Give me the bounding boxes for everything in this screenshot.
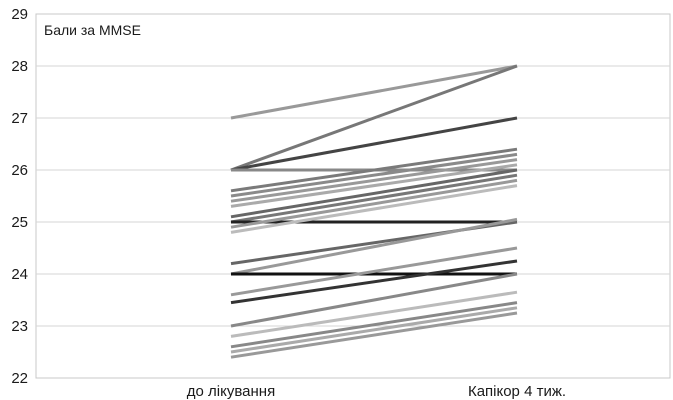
series-line-19: [230, 272, 518, 328]
series-line-13: [230, 184, 518, 234]
y-tick-label: 24: [11, 266, 28, 283]
y-tick-labels: 22 23 24 25 26 27 28 29: [11, 6, 28, 387]
series-line-20: [230, 290, 518, 338]
series-line-2: [230, 64, 518, 172]
series-line-22: [230, 306, 518, 354]
gridlines: [36, 65, 670, 327]
y-axis-label: Бали за MMSE: [44, 22, 141, 38]
x-tick-label: Капікор 4 тиж.: [468, 383, 566, 400]
series-line-21: [230, 301, 518, 349]
y-tick-label: 22: [11, 370, 28, 387]
series-line-5: [230, 147, 518, 193]
series-line-3: [230, 116, 518, 172]
y-tick-label: 28: [11, 58, 28, 75]
y-tick-label: 25: [11, 214, 28, 231]
series-line-23: [230, 311, 518, 359]
series-line-15: [230, 217, 518, 276]
y-tick-label: 27: [11, 110, 28, 127]
series-line-18: [230, 259, 518, 305]
y-tick-label: 23: [11, 318, 28, 335]
series-line-17: [230, 246, 518, 297]
series-line-9: [230, 168, 518, 219]
series-line-8: [230, 163, 518, 208]
y-tick-label: 29: [11, 6, 28, 23]
series-line-10: [230, 173, 518, 224]
x-tick-labels: до лікування Капікор 4 тиж.: [187, 383, 566, 400]
series-lines: [230, 64, 518, 359]
series-line-12: [230, 178, 518, 229]
y-tick-label: 26: [11, 162, 28, 179]
series-line-6: [230, 152, 518, 198]
series-line-1: [230, 64, 518, 120]
series-line-7: [230, 158, 518, 203]
x-tick-label: до лікування: [187, 383, 275, 400]
